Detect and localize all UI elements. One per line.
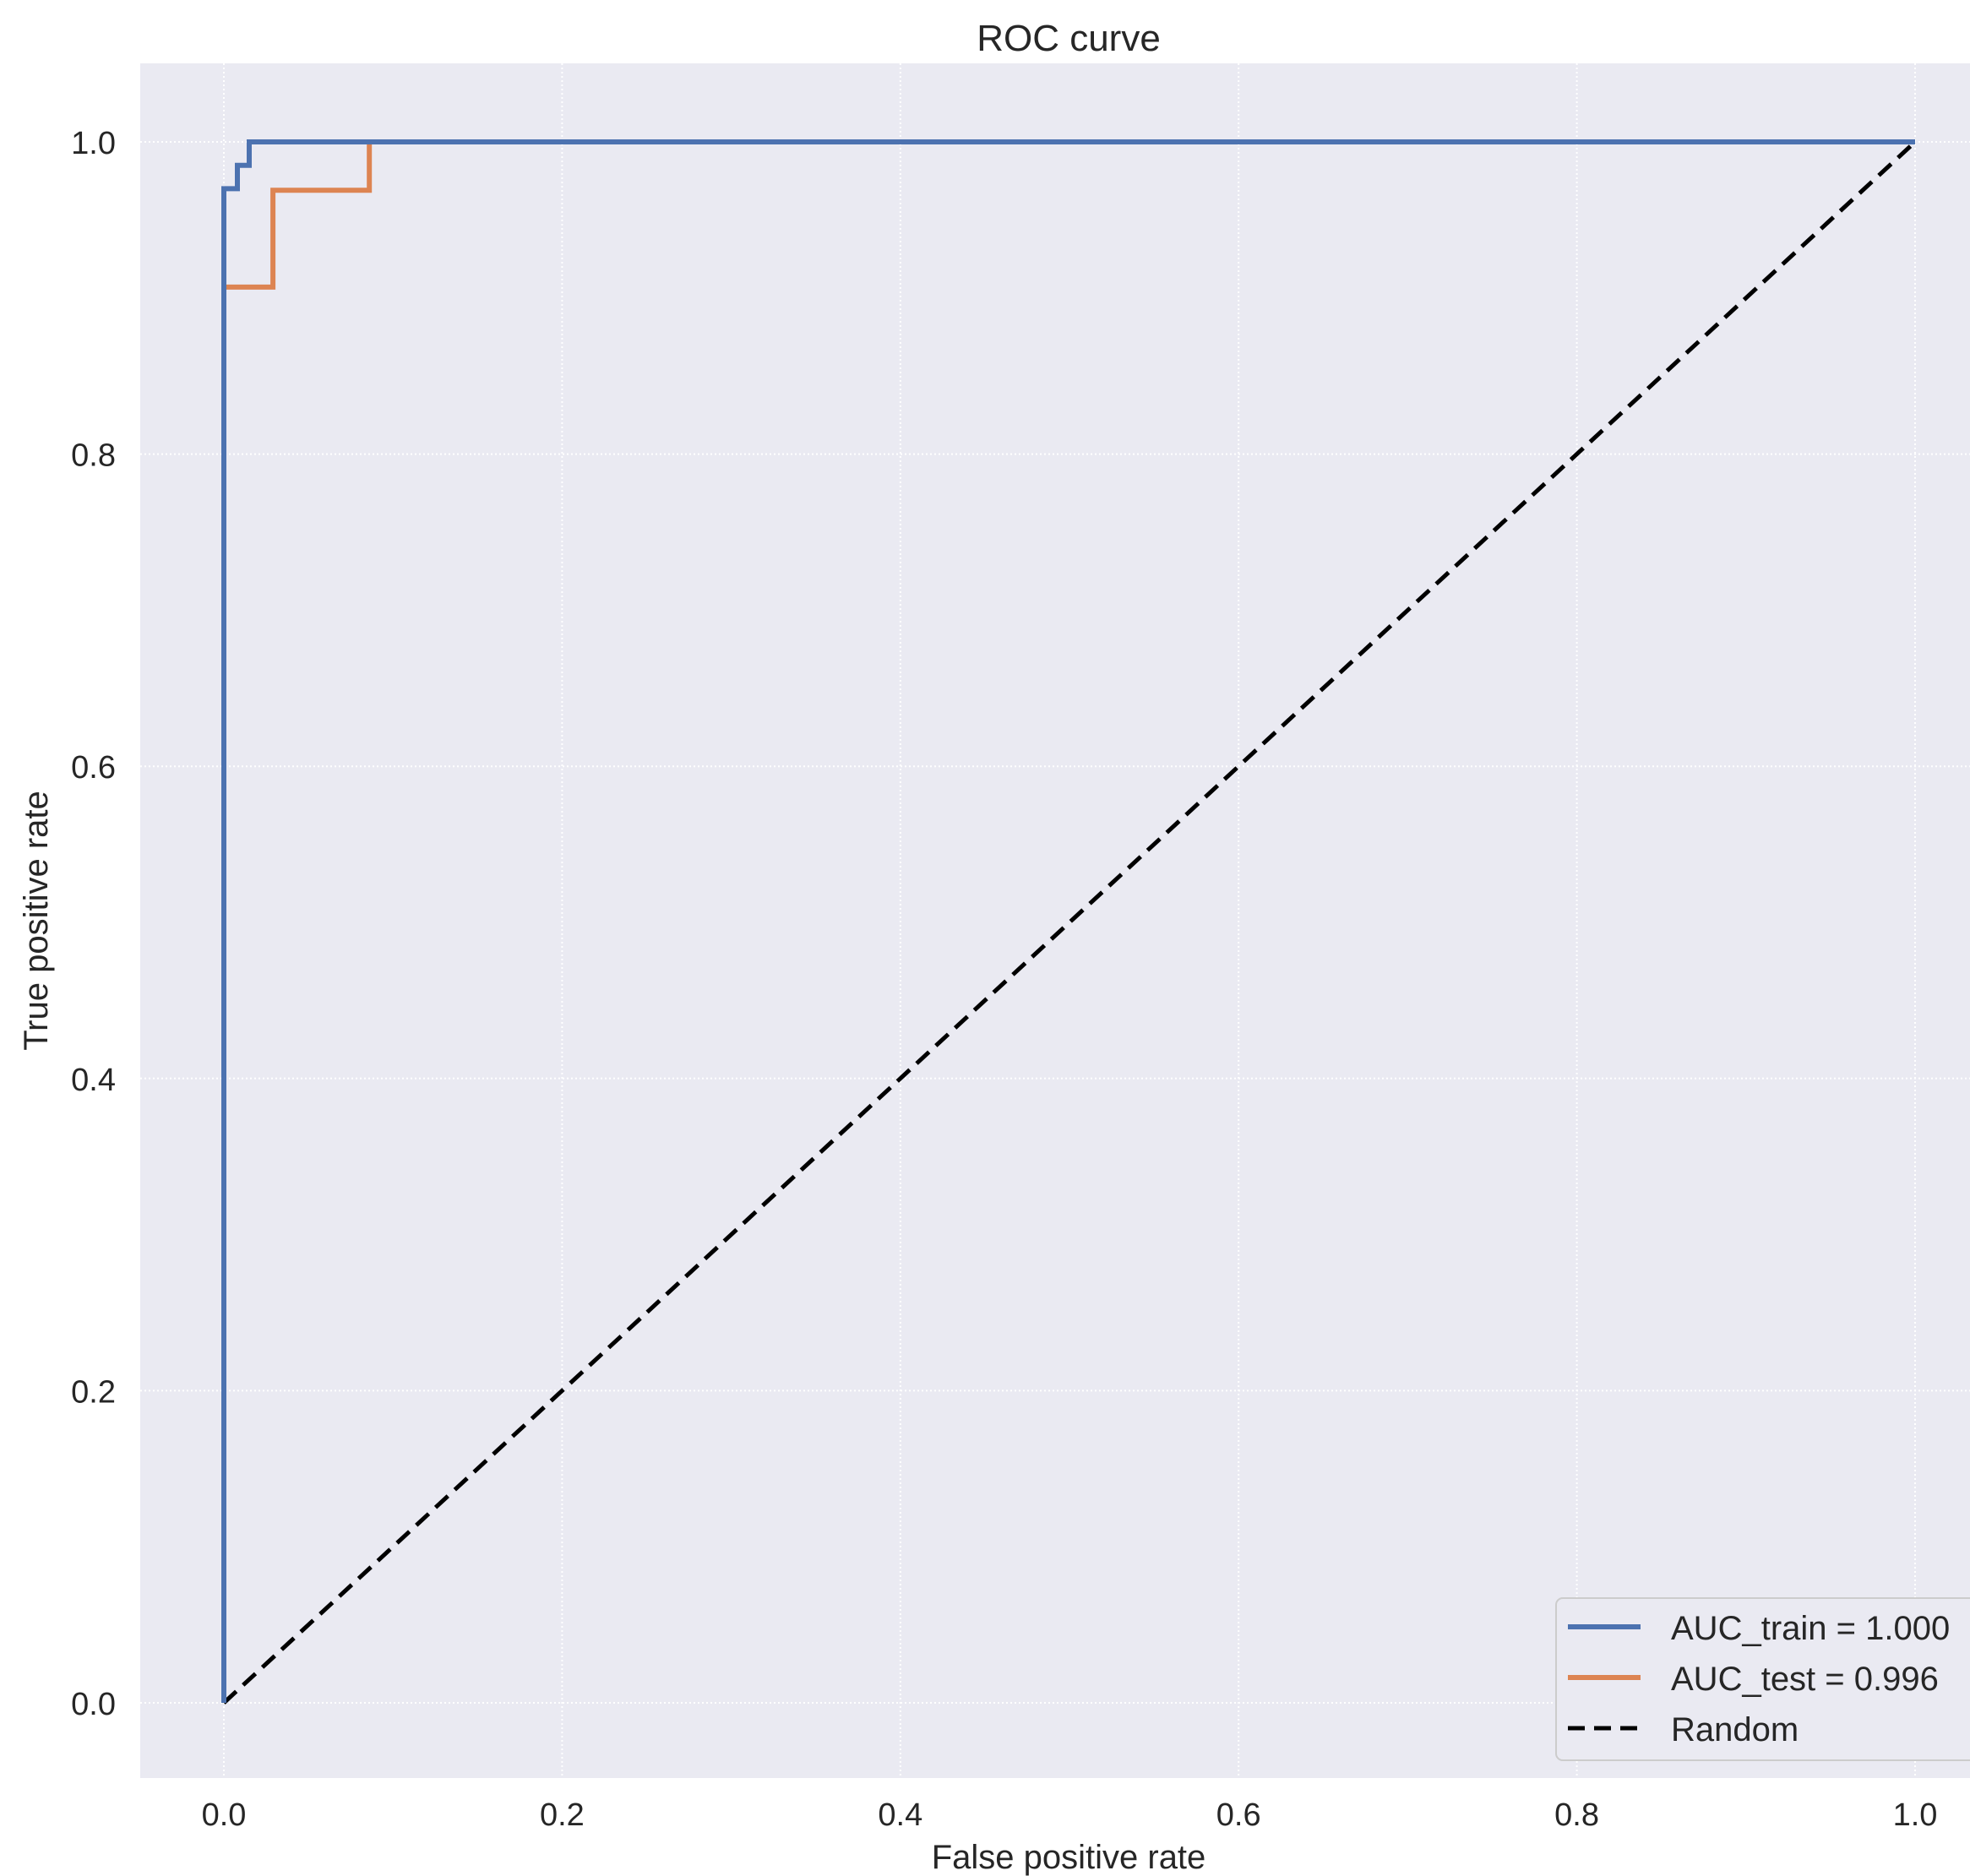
legend: AUC_train = 1.000 AUC_test = 0.996 Rando… [1555,1597,1970,1761]
x-tick-label: 0.4 [878,1797,922,1833]
x-tick-label: 0.8 [1554,1797,1599,1833]
x-tick-label: 0.0 [202,1797,247,1833]
x-axis-label: False positive rate [932,1839,1206,1876]
y-tick-label: 0.8 [71,438,116,474]
legend-label-train: AUC_train = 1.000 [1671,1610,1950,1647]
tick-labels: 0.0 0.2 0.4 0.6 0.8 1.0 0.0 0.2 0.4 0.6 0.8 1.0 [71,126,1937,1833]
legend-label-random: Random [1671,1711,1799,1748]
x-tick-label: 0.6 [1216,1797,1261,1833]
series-line-train [221,139,1915,1703]
y-tick-label: 0.0 [71,1687,116,1722]
series-line-random [222,140,1917,1705]
chart-title: ROC curve [977,18,1161,59]
y-tick-label: 0.2 [71,1374,116,1410]
legend-label-test: AUC_test = 0.996 [1671,1661,1939,1698]
plot-area [140,63,1970,1778]
x-tick-label: 1.0 [1893,1797,1938,1833]
y-tick-label: 0.4 [71,1063,116,1098]
series-lines [221,139,1917,1705]
y-tick-label: 0.6 [71,750,116,786]
legend-box [1555,1597,1970,1761]
y-tick-label: 1.0 [71,126,116,161]
x-tick-label: 0.2 [540,1797,585,1833]
y-axis-label: True positive rate [18,791,55,1051]
